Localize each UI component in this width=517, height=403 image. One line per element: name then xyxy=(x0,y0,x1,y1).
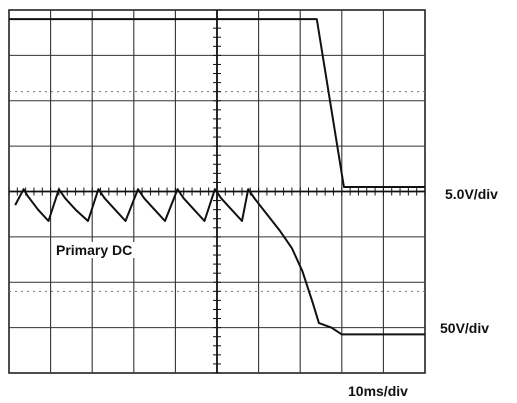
trace-2 xyxy=(14,188,425,336)
trace-1 xyxy=(9,18,425,188)
primary-dc-label: Primary DC xyxy=(53,242,136,258)
channel1-scale-label: 5.0V/div xyxy=(445,186,498,202)
timebase-label: 10ms/div xyxy=(348,383,408,399)
channel2-scale-label: 50V/div xyxy=(440,320,490,336)
waveform-traces xyxy=(9,18,425,336)
